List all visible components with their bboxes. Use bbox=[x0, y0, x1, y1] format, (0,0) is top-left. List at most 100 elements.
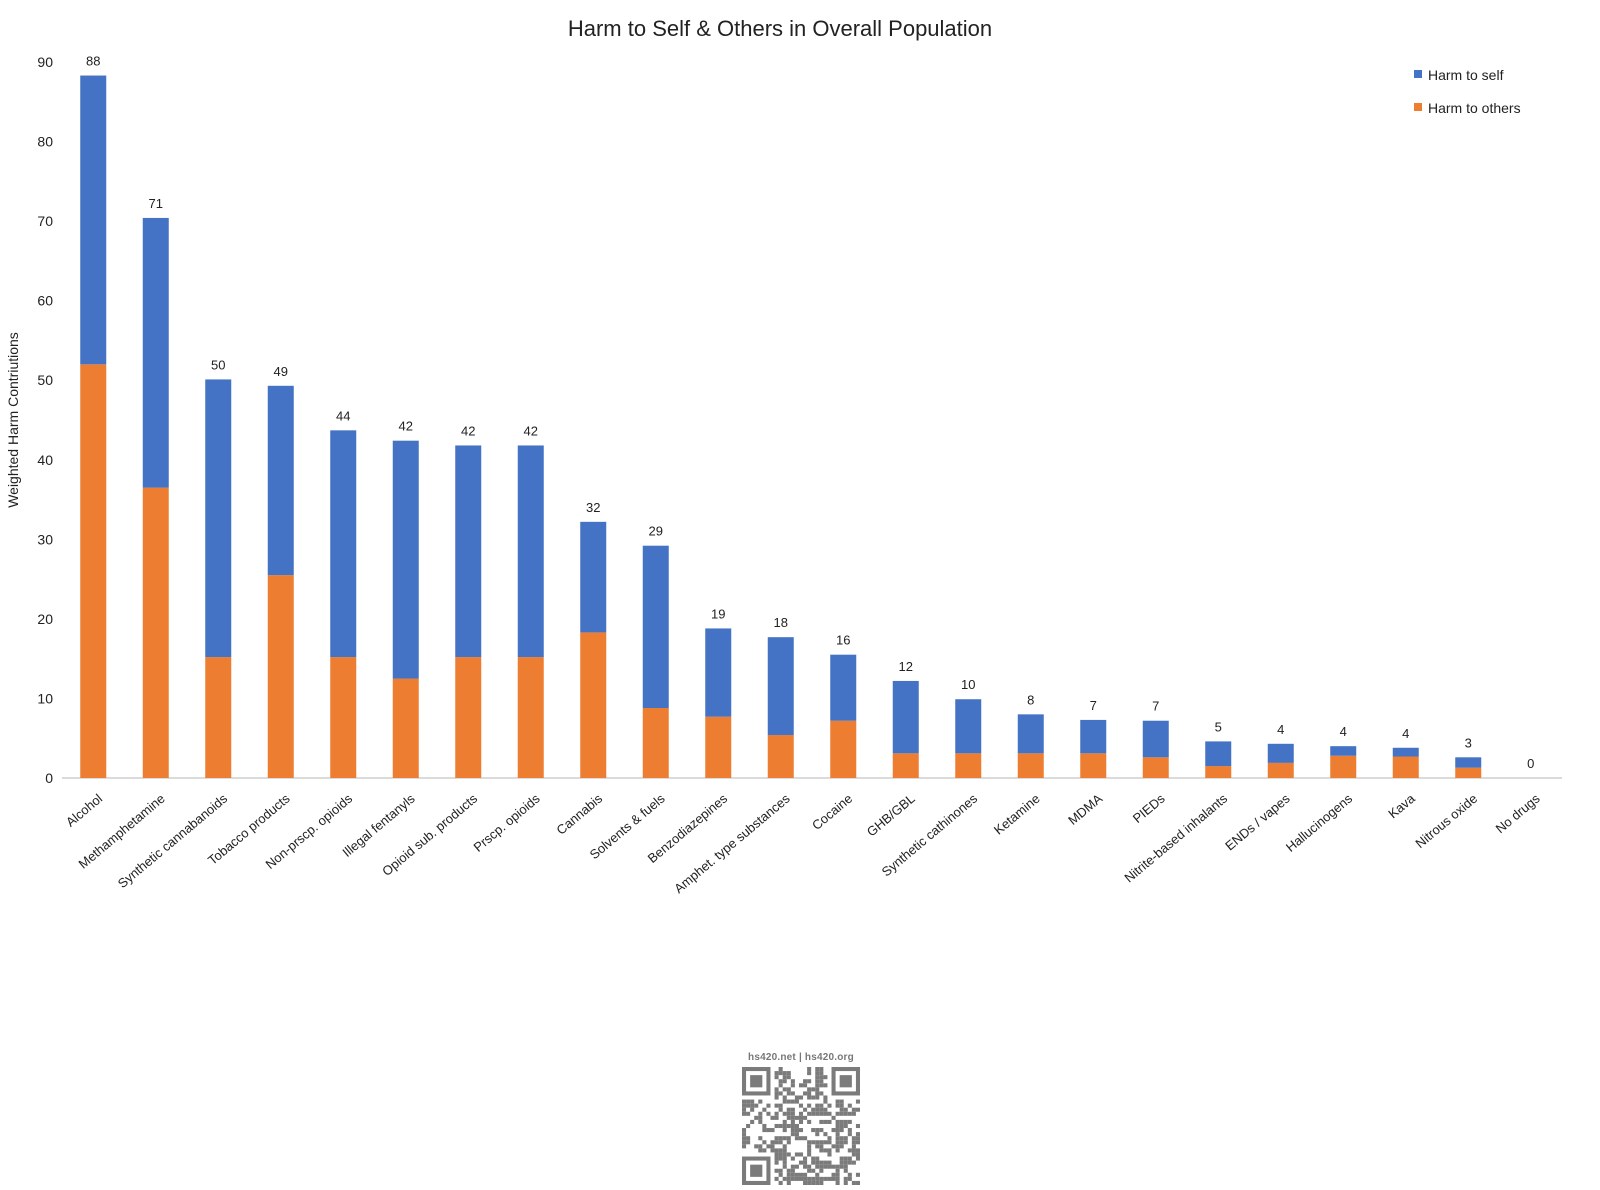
bar-harm-to-self bbox=[1205, 741, 1232, 767]
qr-module bbox=[855, 1136, 860, 1141]
qr-module bbox=[774, 1095, 779, 1100]
qr-module bbox=[798, 1128, 804, 1133]
qr-module bbox=[819, 1148, 824, 1153]
qr-module bbox=[851, 1107, 856, 1112]
qr-module bbox=[742, 1128, 747, 1133]
y-tick-label: 90 bbox=[37, 54, 53, 70]
qr-module bbox=[778, 1168, 783, 1173]
qr-module bbox=[815, 1103, 820, 1108]
qr-module bbox=[803, 1091, 808, 1096]
category-label: MDMA bbox=[1065, 791, 1105, 828]
qr-module bbox=[774, 1123, 779, 1129]
qr-module bbox=[742, 1136, 747, 1141]
qr-module bbox=[803, 1164, 808, 1169]
qr-module bbox=[782, 1144, 787, 1149]
qr-module bbox=[782, 1164, 787, 1169]
qr-module bbox=[742, 1132, 747, 1137]
qr-module bbox=[815, 1071, 820, 1076]
data-label: 4 bbox=[1402, 726, 1409, 741]
qr-module bbox=[778, 1067, 783, 1072]
qr-module bbox=[835, 1172, 840, 1177]
qr-module bbox=[827, 1111, 832, 1116]
qr-module bbox=[811, 1180, 816, 1185]
qr-module bbox=[823, 1107, 828, 1112]
qr-module bbox=[851, 1148, 856, 1153]
data-label: 29 bbox=[649, 524, 663, 539]
qr-module bbox=[746, 1136, 751, 1141]
qr-module bbox=[811, 1176, 816, 1181]
bar-harm-to-others bbox=[392, 678, 419, 778]
qr-module bbox=[778, 1148, 783, 1153]
qr-module bbox=[754, 1115, 759, 1120]
qr-module bbox=[786, 1168, 791, 1173]
qr-module bbox=[815, 1095, 820, 1100]
qr-module bbox=[794, 1172, 799, 1177]
qr-module bbox=[823, 1095, 828, 1100]
qr-module bbox=[750, 1075, 763, 1088]
bar-harm-to-others bbox=[705, 716, 732, 778]
qr-module bbox=[790, 1123, 795, 1129]
qr-module bbox=[843, 1180, 848, 1185]
qr-module bbox=[823, 1148, 828, 1153]
qr-module bbox=[774, 1168, 779, 1173]
qr-module bbox=[750, 1164, 763, 1177]
qr-module bbox=[835, 1176, 840, 1181]
qr-module bbox=[762, 1123, 767, 1129]
qr-module bbox=[811, 1128, 816, 1133]
qr-module bbox=[811, 1107, 816, 1112]
qr-module bbox=[819, 1164, 824, 1169]
qr-module bbox=[839, 1128, 844, 1133]
qr-module bbox=[782, 1123, 787, 1129]
qr-module bbox=[847, 1128, 852, 1133]
qr-module bbox=[819, 1067, 824, 1072]
qr-module bbox=[815, 1075, 820, 1080]
legend-label-others: Harm to others bbox=[1428, 100, 1521, 116]
bar-harm-to-others bbox=[580, 632, 607, 778]
qr-module bbox=[778, 1172, 783, 1177]
qr-module bbox=[855, 1107, 860, 1112]
qr-code-icon bbox=[742, 1067, 860, 1185]
bar-harm-to-self bbox=[580, 521, 607, 633]
qr-module bbox=[815, 1107, 820, 1112]
y-tick-label: 20 bbox=[37, 611, 53, 627]
data-label: 8 bbox=[1027, 692, 1034, 707]
bar-harm-to-self bbox=[267, 385, 294, 576]
qr-module bbox=[794, 1095, 799, 1100]
bar-harm-to-others bbox=[517, 657, 544, 778]
qr-module bbox=[807, 1176, 812, 1181]
bar-harm-to-self bbox=[1080, 719, 1107, 754]
qr-module bbox=[843, 1123, 848, 1129]
qr-module bbox=[778, 1071, 783, 1076]
qr-module bbox=[770, 1148, 775, 1153]
qr-module bbox=[798, 1115, 804, 1120]
qr-module bbox=[807, 1111, 812, 1116]
qr-module bbox=[819, 1168, 824, 1173]
qr-module bbox=[794, 1132, 799, 1137]
qr-module bbox=[839, 1103, 844, 1108]
qr-module bbox=[798, 1103, 804, 1108]
category-label: Synthetic cannabanoids bbox=[115, 790, 231, 891]
bar-harm-to-self bbox=[392, 440, 419, 679]
data-label: 10 bbox=[961, 677, 975, 692]
qr-module bbox=[778, 1103, 783, 1108]
qr-module bbox=[803, 1176, 808, 1181]
data-label: 4 bbox=[1277, 722, 1284, 737]
legend-label-self: Harm to self bbox=[1428, 67, 1504, 83]
qr-module bbox=[823, 1164, 828, 1169]
bar-harm-to-others bbox=[642, 707, 669, 778]
qr-module bbox=[774, 1091, 779, 1096]
qr-module bbox=[746, 1140, 751, 1145]
qr-module bbox=[827, 1140, 832, 1145]
qr-module bbox=[815, 1087, 820, 1092]
qr-module bbox=[827, 1176, 832, 1181]
category-label: Prscp. opioids bbox=[470, 790, 543, 854]
qr-module bbox=[750, 1103, 755, 1108]
qr-module bbox=[746, 1123, 751, 1129]
qr-module bbox=[803, 1115, 808, 1120]
qr-module bbox=[827, 1136, 832, 1141]
qr-module bbox=[774, 1087, 779, 1092]
qr-module bbox=[807, 1152, 812, 1157]
bar-harm-to-others bbox=[330, 657, 357, 778]
